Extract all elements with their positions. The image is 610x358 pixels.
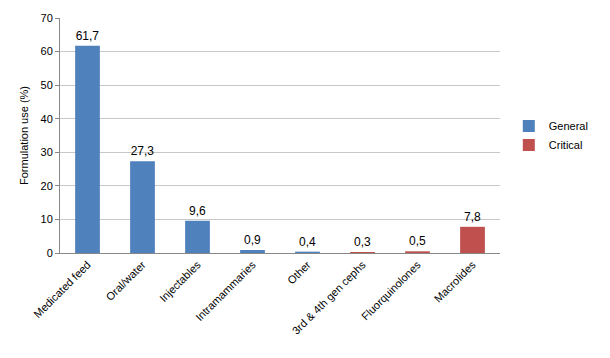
svg-text:60: 60 xyxy=(41,45,53,57)
svg-text:9,6: 9,6 xyxy=(189,204,206,218)
svg-text:Injectables: Injectables xyxy=(157,258,203,304)
svg-text:40: 40 xyxy=(41,113,53,125)
svg-text:Medicated feed: Medicated feed xyxy=(31,259,93,321)
svg-text:20: 20 xyxy=(41,180,53,192)
svg-text:0,9: 0,9 xyxy=(244,233,261,247)
svg-text:General: General xyxy=(549,120,588,132)
svg-text:Fluorquinolones: Fluorquinolones xyxy=(359,258,423,322)
svg-text:27,3: 27,3 xyxy=(131,144,155,158)
svg-text:Critical: Critical xyxy=(549,139,583,151)
svg-text:7,8: 7,8 xyxy=(464,210,481,224)
svg-text:Formulation use (%): Formulation use (%) xyxy=(18,86,30,185)
svg-text:0,5: 0,5 xyxy=(409,234,426,248)
svg-text:30: 30 xyxy=(41,146,53,158)
svg-text:Other: Other xyxy=(285,258,313,286)
svg-text:70: 70 xyxy=(41,12,53,24)
svg-text:Intramammaries: Intramammaries xyxy=(193,258,258,323)
svg-text:Macrolides: Macrolides xyxy=(432,258,478,304)
svg-text:0,4: 0,4 xyxy=(299,235,316,249)
svg-text:3rd & 4th gen cephs: 3rd & 4th gen cephs xyxy=(290,258,368,336)
svg-text:0: 0 xyxy=(47,247,53,259)
svg-text:0,3: 0,3 xyxy=(354,235,371,249)
svg-text:61,7: 61,7 xyxy=(76,29,100,43)
svg-text:Oral/water: Oral/water xyxy=(103,258,148,303)
svg-text:50: 50 xyxy=(41,79,53,91)
svg-text:10: 10 xyxy=(41,213,53,225)
